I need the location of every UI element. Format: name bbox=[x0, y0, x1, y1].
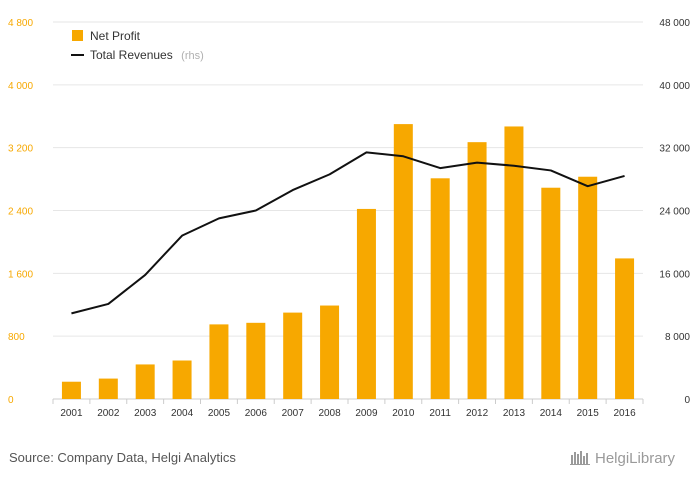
net-profit-bar bbox=[578, 176, 598, 399]
x-tick-label: 2013 bbox=[503, 408, 526, 419]
y-left-tick-label: 0 bbox=[8, 395, 14, 406]
x-tick-label: 2004 bbox=[171, 408, 194, 419]
x-tick-label: 2005 bbox=[208, 408, 231, 419]
legend-label-total-revenues: Total Revenues (rhs) bbox=[90, 46, 204, 63]
y-axis-left: 0 800 1 600 2 400 3 200 4 000 4 800 bbox=[8, 18, 33, 406]
net-profit-bar bbox=[283, 312, 303, 399]
total-revenues-line bbox=[71, 151, 625, 315]
x-tick-label: 2016 bbox=[613, 408, 636, 419]
x-tick-label: 2008 bbox=[318, 408, 341, 419]
net-profit-bar bbox=[246, 322, 266, 399]
x-tick-label: 2010 bbox=[392, 408, 415, 419]
net-profit-bar bbox=[172, 360, 192, 399]
total-revenues-line-group bbox=[71, 151, 625, 315]
net-profit-bar bbox=[356, 208, 376, 399]
net-profit-bar bbox=[61, 381, 81, 399]
y-left-tick-label: 2 400 bbox=[8, 207, 33, 218]
x-tick-label: 2001 bbox=[60, 408, 83, 419]
net-profit-bar bbox=[541, 187, 561, 399]
x-tick-label: 2011 bbox=[429, 408, 451, 419]
net-profit-bar bbox=[135, 364, 155, 399]
x-tick-label: 2007 bbox=[282, 408, 305, 419]
x-tick-label: 2002 bbox=[97, 408, 120, 419]
y-right-tick-label: 48 000 bbox=[659, 18, 690, 29]
y-left-tick-label: 4 800 bbox=[8, 18, 33, 29]
y-left-tick-label: 3 200 bbox=[8, 144, 33, 155]
legend-swatch-net-profit bbox=[72, 30, 83, 41]
x-tick-label: 2012 bbox=[466, 408, 489, 419]
net-profit-bar bbox=[98, 378, 118, 399]
net-profit-bar bbox=[467, 142, 487, 399]
brand-name: HelgiLibrary bbox=[595, 449, 676, 467]
y-left-tick-label: 800 bbox=[8, 332, 25, 343]
y-right-tick-label: 32 000 bbox=[659, 144, 690, 155]
source-note: Source: Company Data, Helgi Analytics bbox=[9, 450, 236, 465]
library-icon bbox=[570, 449, 592, 469]
legend-label-total-revenues-rhs: (rhs) bbox=[181, 50, 204, 62]
net-profit-bar bbox=[209, 324, 229, 399]
net-profit-bar bbox=[615, 258, 635, 399]
y-axis-right: 0 8 000 16 000 24 000 32 000 40 000 48 000 bbox=[659, 18, 690, 406]
x-axis: 2001 2002 2003 2004 2005 2006 2007 2008 2009 2010… bbox=[52, 399, 644, 419]
net-profit-bar bbox=[393, 124, 413, 400]
x-tick-label: 2006 bbox=[245, 408, 268, 419]
y-right-tick-label: 0 bbox=[684, 395, 690, 406]
legend-label-net-profit: Net Profit bbox=[90, 29, 141, 43]
x-tick-label: 2003 bbox=[134, 408, 157, 419]
y-right-tick-label: 24 000 bbox=[659, 207, 690, 218]
x-tick-label: 2014 bbox=[540, 408, 563, 419]
net-profit-bar bbox=[430, 178, 450, 399]
y-right-tick-label: 40 000 bbox=[659, 81, 690, 92]
y-right-tick-label: 16 000 bbox=[659, 269, 690, 280]
net-profit-bar bbox=[504, 126, 524, 399]
legend-label-total-revenues-name: Total Revenues bbox=[90, 48, 173, 62]
net-profit-bar bbox=[320, 305, 340, 399]
y-right-tick-label: 8 000 bbox=[665, 332, 690, 343]
brand-logo: HelgiLibrary bbox=[570, 449, 675, 469]
combo-chart: 2001 2002 2003 2004 2005 2006 2007 2008 2009 2010… bbox=[8, 18, 690, 419]
net-profit-bars bbox=[61, 124, 635, 400]
gridlines bbox=[53, 21, 643, 400]
legend: Net Profit Total Revenues (rhs) bbox=[71, 29, 204, 63]
y-left-tick-label: 1 600 bbox=[8, 269, 33, 280]
x-tick-label: 2009 bbox=[355, 408, 378, 419]
x-tick-label: 2015 bbox=[577, 408, 600, 419]
y-left-tick-label: 4 000 bbox=[8, 81, 33, 92]
